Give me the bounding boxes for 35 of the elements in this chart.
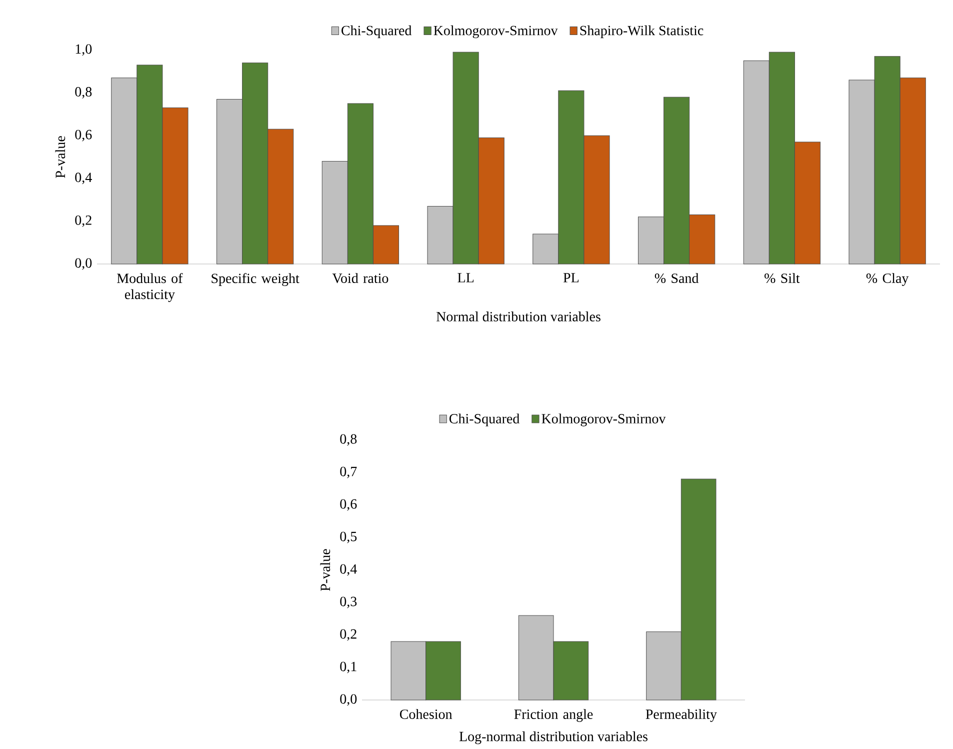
legend-label: Kolmogorov-Smirnov <box>434 26 558 38</box>
y-tick-label: 0,1 <box>340 662 356 674</box>
y-tick-label: 0,7 <box>340 466 357 478</box>
x-tick-label: % Silt <box>764 273 800 284</box>
x-tick-label: LL <box>458 273 474 282</box>
legend-label: Chi-Squared <box>449 414 520 426</box>
y-tick-label: 0,2 <box>340 629 356 641</box>
y-axis-title: P-value <box>320 549 330 592</box>
x-tick-label: Void ratio <box>332 273 388 284</box>
x-tick-label: Cohesion <box>400 709 452 720</box>
legend-label: Shapiro-Wilk Statistic <box>580 26 704 38</box>
y-axis-title: P-value <box>55 136 66 178</box>
x-tick-label: % Sand <box>654 273 699 284</box>
y-tick-label: 0,2 <box>75 216 92 228</box>
legend-label: Chi-Squared <box>342 26 412 38</box>
y-tick-label: 0,8 <box>75 87 92 99</box>
y-tick-label: 0,4 <box>75 172 92 184</box>
x-tick-label: % Clay <box>866 273 909 286</box>
y-tick-label: 0,6 <box>340 499 357 511</box>
y-tick-label: 0,5 <box>340 532 357 544</box>
x-tick-label: Friction angle <box>514 709 593 722</box>
y-tick-label: 0,8 <box>340 434 357 446</box>
y-tick-label: 0,6 <box>75 130 92 142</box>
x-tick-label: Modulus of elasticity <box>117 273 183 302</box>
y-tick-label: 0,4 <box>340 564 357 576</box>
x-tick-label: Specific weight <box>212 273 300 286</box>
x-axis-title: Normal distribution variables <box>436 312 600 322</box>
y-tick-label: 0,0 <box>340 694 357 706</box>
x-axis-title: Log-normal distribution variables <box>459 731 648 744</box>
legend-label: Kolmogorov-Smirnov <box>542 414 666 426</box>
x-tick-label: PL <box>563 273 579 282</box>
y-tick-label: 0,0 <box>75 258 92 270</box>
y-tick-label: 0,3 <box>340 596 357 608</box>
x-tick-label: Permeability <box>646 709 717 722</box>
y-tick-label: 1,0 <box>76 44 92 56</box>
